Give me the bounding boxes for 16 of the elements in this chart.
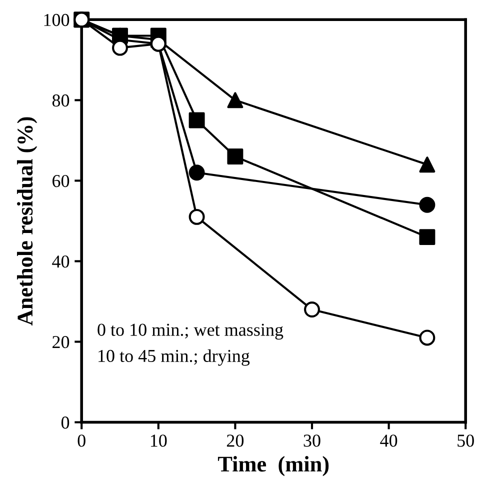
y-tick-label: 100 [44, 14, 70, 26]
y-tick-label: 20 [52, 336, 70, 348]
x-tick-label: 30 [304, 434, 320, 447]
x-tick-label: 0 [78, 434, 86, 447]
annotation: 0 to 10 min.; wet massing [98, 324, 284, 340]
x-tick-label: 40 [380, 434, 398, 447]
y-tick-label: 80 [52, 94, 70, 107]
x-tick-label: 50 [458, 434, 474, 447]
y-tick-label: 60 [52, 174, 70, 188]
y-tick-label: 40 [52, 255, 70, 268]
x-tick-label: 20 [226, 434, 244, 447]
x-axis-title: Time (min) [218, 456, 329, 476]
y-tick-label: 0 [61, 416, 70, 429]
x-tick-label: 10 [150, 434, 167, 447]
annotation: 10 to 45 min.; drying [98, 349, 250, 366]
y-axis-title: Anethole residual (%) [17, 117, 38, 326]
